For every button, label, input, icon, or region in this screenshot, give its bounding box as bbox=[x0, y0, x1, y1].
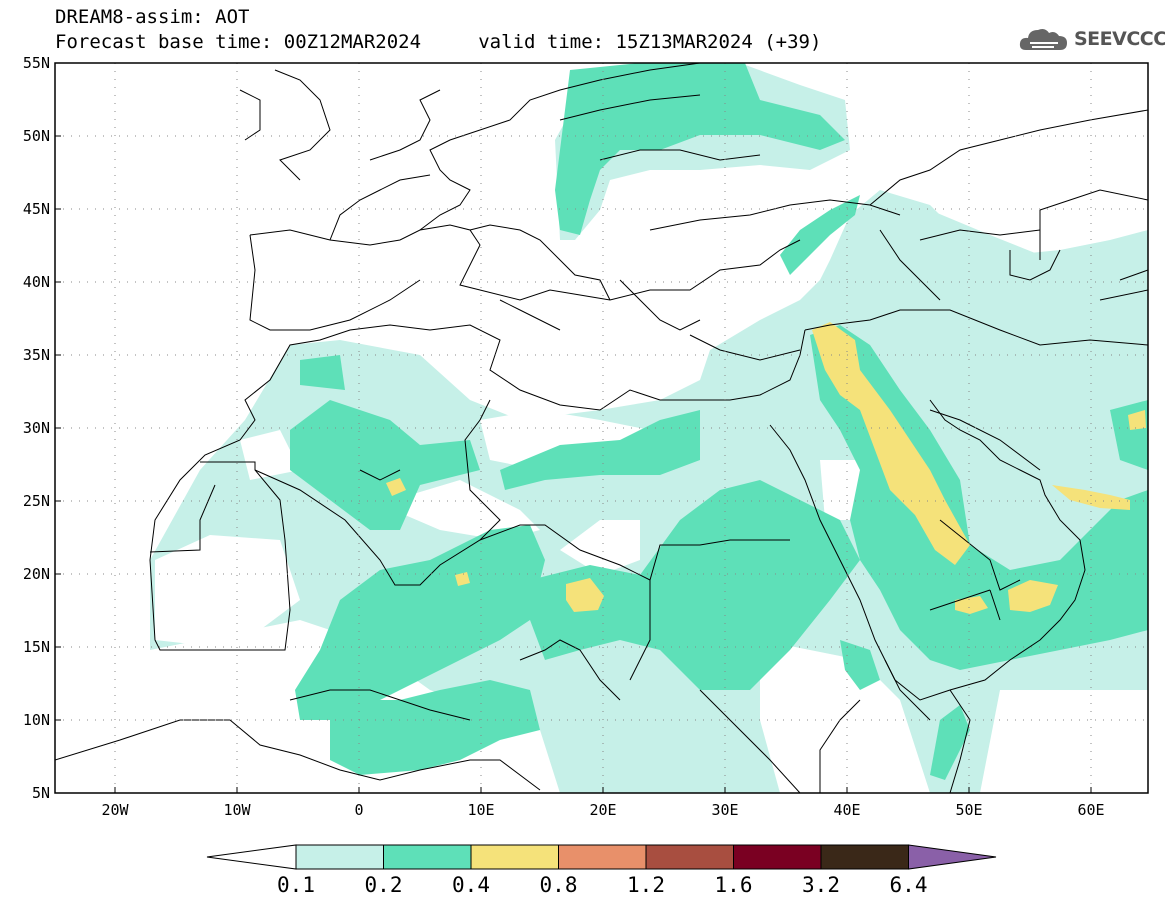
lon-label: 0 bbox=[354, 801, 363, 819]
colorbar-tick: 0.4 bbox=[452, 873, 490, 897]
latitude-labels: 55N 50N 45N 40N 35N 30N 25N 20N 15N 10N … bbox=[23, 54, 50, 802]
europe-outline bbox=[239, 63, 1148, 361]
boundaries bbox=[55, 189, 1148, 793]
lon-label: 50E bbox=[955, 801, 982, 819]
colorbar-swatch bbox=[733, 844, 822, 870]
colorbar-tick: 0.1 bbox=[277, 873, 315, 897]
longitude-labels: 20W 10W 0 10E 20E 30E 40E 50E 60E bbox=[101, 801, 1104, 819]
colorbar-tick: 3.2 bbox=[802, 873, 840, 897]
lon-label: 60E bbox=[1077, 801, 1104, 819]
colorbar-swatch bbox=[558, 844, 647, 870]
colorbar bbox=[206, 844, 997, 870]
lat-label: 20N bbox=[23, 565, 50, 583]
lon-label: 40E bbox=[833, 801, 860, 819]
colorbar-tick: 1.2 bbox=[627, 873, 665, 897]
lat-label: 15N bbox=[23, 638, 50, 656]
colorbar-labels: 0.1 0.2 0.4 0.8 1.2 1.6 3.2 6.4 bbox=[277, 873, 927, 897]
colorbar-tick: 1.6 bbox=[715, 873, 753, 897]
axis-ticks bbox=[55, 62, 1092, 793]
colorbar-tick: 0.8 bbox=[540, 873, 578, 897]
lat-label: 40N bbox=[23, 273, 50, 291]
colorbar-swatch bbox=[470, 844, 559, 870]
lat-label: 55N bbox=[23, 54, 50, 72]
colorbar-tick: 6.4 bbox=[890, 873, 928, 897]
graticule bbox=[55, 63, 1148, 793]
lon-label: 10W bbox=[223, 801, 251, 819]
lon-label: 30E bbox=[711, 801, 738, 819]
lat-label: 25N bbox=[23, 492, 50, 510]
lat-label: 5N bbox=[32, 784, 50, 802]
colorbar-swatch bbox=[383, 844, 472, 870]
lat-label: 30N bbox=[23, 419, 50, 437]
colorbar-swatch bbox=[820, 844, 909, 870]
lat-label: 10N bbox=[23, 711, 50, 729]
lat-label: 50N bbox=[23, 127, 50, 145]
lon-label: 20W bbox=[101, 801, 129, 819]
seevccc-logo: SEEVCCC bbox=[1018, 24, 1165, 54]
cloud-icon bbox=[1019, 29, 1067, 50]
colorbar-low-arrow bbox=[206, 844, 297, 870]
lon-label: 10E bbox=[467, 801, 494, 819]
lat-label: 35N bbox=[23, 346, 50, 364]
lon-label: 20E bbox=[589, 801, 616, 819]
chart-title: DREAM8-assim: AOT bbox=[55, 6, 250, 28]
colorbar-tick: 0.2 bbox=[365, 873, 403, 897]
colorbar-swatch bbox=[645, 844, 734, 870]
forecast-times: Forecast base time: 00Z12MAR2024 valid t… bbox=[55, 31, 822, 53]
aot-level-0.2 bbox=[290, 63, 1148, 780]
colorbar-swatch bbox=[295, 844, 384, 870]
lat-label: 45N bbox=[23, 200, 50, 218]
colorbar-high-arrow bbox=[908, 844, 997, 870]
aot-level-0.4 bbox=[386, 322, 1146, 614]
logo-text: SEEVCCC bbox=[1074, 28, 1165, 50]
